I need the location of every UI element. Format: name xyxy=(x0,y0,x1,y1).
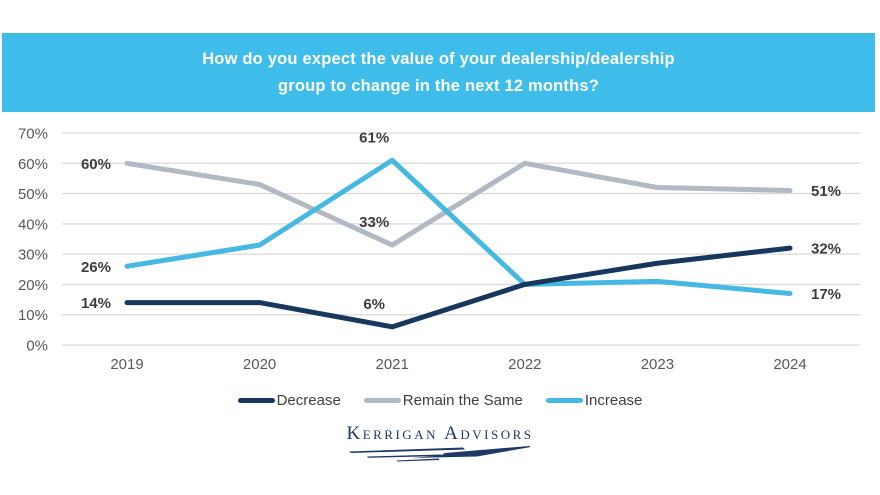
x-axis-tick-label: 2020 xyxy=(243,356,276,373)
legend-label: Increase xyxy=(584,392,643,409)
logo-wordmark: Kerrigan Advisors xyxy=(346,423,534,444)
chart-title-line1: How do you expect the value of your deal… xyxy=(202,49,675,68)
logo-wing-icon xyxy=(349,446,531,462)
line-chart-plot-area: 0% 10% 20% 30% 40% 50% 60% 70% 2019 2020 2021 2022 2… xyxy=(18,126,860,373)
series-line-increase xyxy=(124,157,793,297)
y-axis-tick-label: 10% xyxy=(18,307,48,324)
legend-label: Remain the Same xyxy=(402,392,523,409)
data-point-label: 60% xyxy=(81,156,111,173)
data-point-label: 26% xyxy=(81,259,111,276)
legend-line-swatch xyxy=(545,398,583,403)
data-point-label: 32% xyxy=(811,241,841,258)
x-axis-tick-label: 2021 xyxy=(376,356,409,373)
x-axis-tick-label: 2023 xyxy=(641,356,674,373)
legend-item-remain-the-same: Remain the Same xyxy=(363,392,523,409)
kerrigan-advisors-logo: Kerrigan Advisors xyxy=(0,424,880,463)
y-axis-tick-label: 70% xyxy=(18,126,48,143)
series-line-remain-the-same xyxy=(124,160,793,248)
chart-legend: Decrease Remain the Same Increase xyxy=(0,392,880,409)
data-point-label: 33% xyxy=(359,214,389,231)
y-axis-tick-label: 0% xyxy=(26,338,48,355)
data-point-label: 17% xyxy=(811,286,841,303)
y-axis-tick-label: 30% xyxy=(18,247,48,264)
data-point-label: 61% xyxy=(359,129,389,146)
legend-line-swatch xyxy=(237,398,275,403)
y-axis-tick-label: 40% xyxy=(18,216,48,233)
y-axis-tick-label: 50% xyxy=(18,186,48,203)
legend-label: Decrease xyxy=(276,392,341,409)
series-line-decrease xyxy=(124,245,793,330)
x-axis-tick-label: 2019 xyxy=(110,356,143,373)
data-point-label: 51% xyxy=(811,183,841,200)
data-point-label: 14% xyxy=(81,295,111,312)
title-banner: How do you expect the value of your deal… xyxy=(2,33,875,112)
legend-item-decrease: Decrease xyxy=(237,392,341,409)
y-axis-tick-label: 20% xyxy=(18,277,48,294)
data-point-label: 6% xyxy=(363,296,385,313)
legend-line-swatch xyxy=(363,398,401,403)
y-axis-tick-label: 60% xyxy=(18,156,48,173)
x-axis-tick-label: 2024 xyxy=(773,356,806,373)
legend-item-increase: Increase xyxy=(545,392,643,409)
chart-title-line2: group to change in the next 12 months? xyxy=(277,76,600,95)
x-axis-tick-label: 2022 xyxy=(508,356,541,373)
